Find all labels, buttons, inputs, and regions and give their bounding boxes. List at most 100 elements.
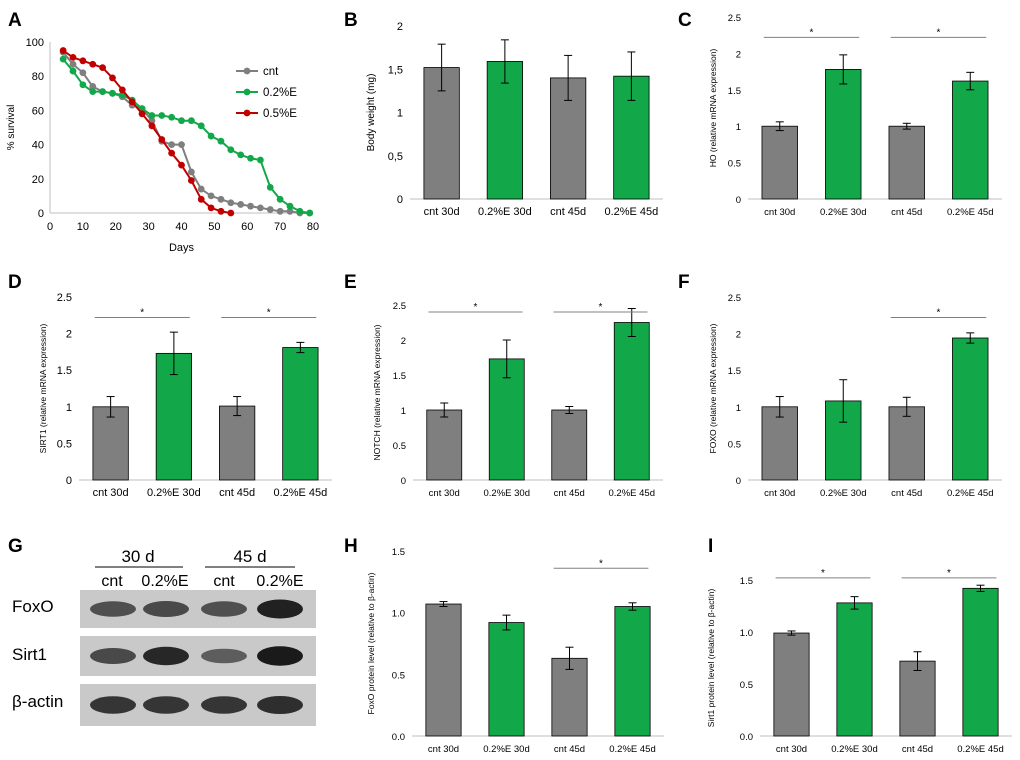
blot-band-foxo [90, 601, 136, 617]
panel-i-significance-star: * [947, 568, 951, 579]
panel-a-point-0.5%E [178, 161, 185, 169]
panel-a-point-cnt [69, 60, 77, 68]
panel-f-category-label: cnt 30d [764, 488, 795, 499]
panel-a-xtick: 70 [274, 221, 286, 233]
panel-a-xtick: 40 [175, 221, 187, 233]
panel-e-category-label: cnt 45d [554, 488, 585, 499]
panel-a-ylabel: % survival [6, 105, 17, 151]
panel-a-ytick: 60 [32, 105, 44, 117]
panel-a-point-0.2%E [197, 122, 205, 130]
panel-e-bar [426, 409, 463, 481]
panel-a-point-0.5%E [158, 136, 166, 143]
panel-d-label: D [8, 272, 22, 293]
panel-a-point-0.2%E [178, 117, 185, 125]
panel-b-label: B [344, 10, 358, 31]
panel-h-label: H [344, 536, 358, 557]
panel-f-bar [952, 337, 989, 481]
panel-a-point-0.5%E [227, 209, 235, 217]
panel-h-category-label: 0.2%E 45d [609, 744, 655, 755]
panel-a-point-0.2%E [148, 112, 156, 119]
panel-f-ytick: 0.5 [728, 439, 741, 450]
panel-h-category-label: cnt 45d [554, 744, 585, 755]
blot-row-label-foxo: FoxO [12, 597, 54, 616]
blot-band-actin [90, 696, 136, 714]
panel-c-ytick: 0 [736, 195, 741, 206]
panel-b-category-label: cnt 45d [550, 206, 586, 218]
panel-a-point-0.2%E [59, 55, 67, 63]
panel-d-ytick: 0 [66, 475, 72, 487]
panel-a-point-cnt [187, 168, 195, 176]
panel-a-point-0.5%E [59, 47, 67, 54]
blot-lane-4: 0.2%E [256, 573, 303, 590]
panel-a-point-0.5%E [99, 64, 106, 72]
panel-i-category-label: 0.2%E 45d [957, 744, 1003, 755]
panel-a-xtick: 30 [143, 221, 155, 233]
panel-d-ytick: 2 [66, 329, 72, 341]
panel-d-category-label: 0.2%E 30d [147, 487, 201, 499]
panel-a-legend-entry: 0.2%E [263, 87, 297, 99]
blot-lane-2: 0.2%E [141, 573, 188, 590]
blot-band-actin [201, 696, 247, 714]
panel-a-point-cnt [168, 141, 176, 149]
panel-a-point-0.5%E [138, 110, 146, 118]
panel-a-point-0.2%E [286, 202, 294, 210]
panel-a-xtick: 80 [307, 221, 319, 233]
panel-a-legend-marker [243, 88, 251, 96]
panel-d-significance-star: * [267, 307, 271, 318]
panel-c-category-label: cnt 30d [764, 207, 795, 218]
panel-b-ytick: 0 [397, 194, 403, 206]
panel-c-category-label: 0.2%E 45d [947, 207, 993, 218]
panel-c-bar [761, 125, 798, 200]
panel-a-point-0.2%E [276, 195, 284, 203]
panel-a-legend-marker [243, 67, 251, 75]
panel-h-category-label: 0.2%E 30d [483, 744, 529, 755]
panel-e-label: E [344, 272, 357, 293]
panel-a-point-0.5%E [148, 122, 156, 130]
panel-a-point-0.2%E [257, 156, 264, 164]
blot-group-30d: 30 d [121, 547, 154, 566]
panel-g-western-blot: G 30 d 45 d cnt 0.2%E cnt 0.2%E FoxO Sir… [8, 536, 316, 726]
panel-i-bar [836, 602, 873, 737]
panel-b-ytick: 1 [397, 108, 403, 120]
panel-h-category-label: cnt 30d [428, 744, 459, 755]
blot-row-label-bactin: β-actin [12, 692, 63, 711]
panel-a-point-0.2%E [89, 88, 97, 95]
panel-a-point-0.2%E [306, 209, 314, 217]
panel-a-xlabel: Days [169, 242, 195, 254]
panel-b-category-label: cnt 30d [424, 206, 460, 218]
panel-b-ytick: 1,5 [388, 64, 403, 76]
panel-c-ho-expression: C 0 0.5 1 1.5 2 2.5 HO (relative mRNA expressi… [678, 10, 1002, 218]
panel-a-point-0.2%E [168, 113, 176, 121]
panel-f-bar [888, 406, 925, 481]
panel-c-label: C [678, 10, 692, 31]
panel-a-xtick: 50 [208, 221, 220, 233]
panel-b-ytick: 0,5 [388, 151, 403, 163]
panel-b-category-label: 0.2%E 30d [478, 206, 532, 218]
panel-e-ylabel: NOTCH (relative mRNA expression) [372, 324, 382, 460]
blot-band-sirt1 [90, 648, 136, 664]
panel-f-label: F [678, 272, 690, 293]
panel-e-ytick: 2.5 [393, 301, 406, 312]
panel-a-point-0.2%E [109, 89, 116, 97]
panel-i-ytick: 1.0 [740, 628, 753, 639]
panel-c-category-label: 0.2%E 30d [820, 207, 866, 218]
panel-a-point-cnt [257, 204, 264, 212]
panel-h-bar [614, 606, 651, 737]
panel-a-point-cnt [266, 206, 274, 213]
panel-d-ytick: 1 [66, 402, 72, 414]
panel-a-point-cnt [276, 207, 284, 215]
panel-a-point-0.2%E [217, 137, 225, 145]
panel-h-foxo-protein: H 0.0 0.5 1.0 1.5 FoxO protein level (relati… [344, 536, 664, 755]
blot-band-actin [143, 696, 189, 714]
panel-c-significance-star: * [937, 27, 941, 38]
panel-h-ytick: 0.5 [392, 670, 405, 681]
blot-row-label-sirt1: Sirt1 [12, 645, 47, 664]
panel-a-xtick: 0 [47, 221, 53, 233]
panel-a-xtick: 60 [241, 221, 253, 233]
panel-a-point-cnt [217, 195, 225, 203]
blot-band-foxo [143, 601, 189, 617]
panel-d-ytick: 2.5 [57, 292, 72, 304]
panel-c-ytick: 1.5 [728, 86, 741, 97]
panel-b-body-weight: B 0 0,5 1 1,5 2 Body weight (mg) cnt 30d 0.2%E … [344, 10, 663, 218]
panel-f-category-label: cnt 45d [891, 488, 922, 499]
